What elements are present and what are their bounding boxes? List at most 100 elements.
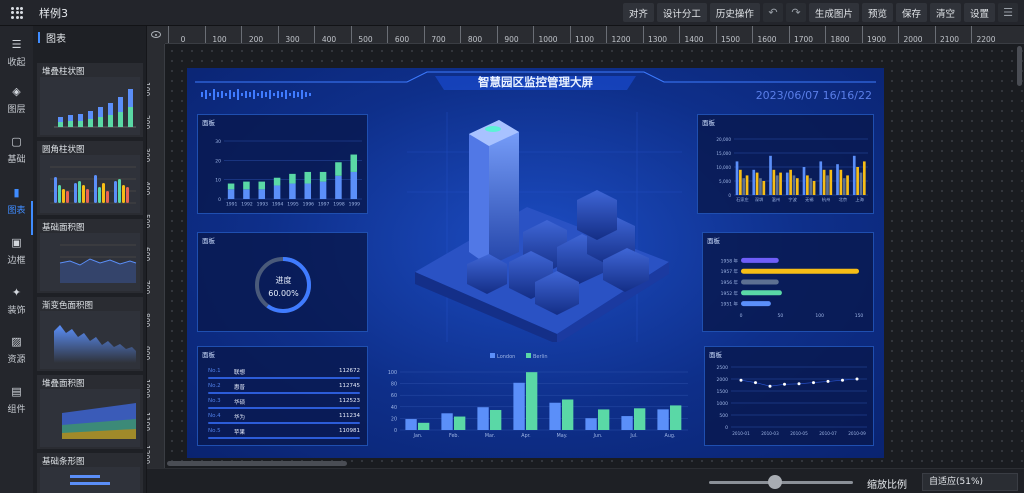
panel-ranking: 面板 No.1 联想 112672 No.2 惠普 112745 No.3 华硕 112523 N… [197,346,368,446]
bar [752,169,756,195]
align-button[interactable]: 对齐 [622,3,654,22]
bar [772,169,776,195]
generate-image-button[interactable]: 生成图片 [808,3,859,22]
zoom-slider-knob[interactable] [768,475,782,489]
card-basic-barh[interactable]: 基础条形图 [37,453,143,493]
x-tick-label: 1998 [333,202,345,208]
nav-layers[interactable]: ◈ 图层 [0,85,33,115]
x-tick-label: 1994 [272,202,284,208]
card-stacked-area[interactable]: 堆叠面积图 [37,375,143,449]
vertical-scrollbar[interactable] [1017,46,1022,86]
horizontal-scrollbar[interactable] [167,461,347,466]
x-tick-label: 2010-09 [848,431,866,436]
nav-collapse[interactable]: ☰ 收起 [0,38,33,68]
x-tick-label: May. [557,433,568,439]
layers-icon: ◈ [12,85,21,98]
bar [454,416,466,430]
y-tick-label: 2500 [717,365,729,371]
canvas-editor[interactable]: 0 100 200 300 400 500 600 700 800 900 1000 1100 1200… [147,26,1024,468]
bar [829,169,833,195]
card-basic-area[interactable]: 基础面积图 [37,219,143,293]
history-button[interactable]: 历史操作 [709,3,760,22]
waveform-decoration [201,89,311,100]
y-tick-label: 1956 年 [721,279,739,286]
progress-ring [255,257,311,313]
undo-icon[interactable]: ↶ [762,3,783,22]
x-tick-label: Mar. [485,433,495,439]
bar [227,189,235,199]
y-tick-label: 0 [394,428,397,434]
ruler-tick [387,26,388,43]
nav-resources[interactable]: ▨ 资源 [0,335,33,365]
x-tick-label: 1997 [318,202,330,208]
data-point [754,381,757,385]
save-button[interactable]: 保存 [895,3,927,22]
card-rounded-bar[interactable]: 圆角柱状图 [37,141,143,215]
ruler-tick-label: 600 [394,35,410,44]
bar [549,402,561,430]
dashboard-screen[interactable]: 智慧园区监控管理大屏 2023/06/07 16/16/22 [187,68,884,458]
y-tick-label: 80 [391,382,397,388]
bar [273,177,281,186]
x-tick-label: 0 [740,313,743,319]
design-division-button[interactable]: 设计分工 [656,3,707,22]
thumb-rounded-bar [40,155,140,213]
rank-bar [208,422,360,424]
ruler-tick [277,26,279,43]
clear-button[interactable]: 清空 [929,3,961,22]
nav-chart[interactable]: ▮ 图表 [0,186,33,216]
bar [243,189,250,199]
x-tick-label: 温州 [772,196,780,203]
ruler-tick [423,26,425,43]
ring-label: 进度 [275,276,292,285]
ruler-tick-label: 700 [147,280,151,295]
bar [826,175,829,195]
london-berlin-bar-chart: 0 20 40 60 80 100 Jan. Feb. Mar. Apr. May. Jun. Jul.… [388,353,688,439]
image-icon: ▨ [11,335,22,348]
rank-value: 111234 [339,413,360,419]
ranking-row: No.5 苹果 110981 [208,427,360,442]
card-gradient-area[interactable]: 渐变色面积图 [37,297,143,371]
card-stacked-bar[interactable]: 堆叠柱状图 [37,63,143,137]
y-tick-label: 1957 年 [721,268,739,275]
ruler-tick-label: 300 [285,35,300,44]
app-title: 样例3 [39,6,68,20]
ruler-tick [168,26,169,43]
bar [735,161,739,195]
bar [795,178,799,195]
screen-title: 智慧园区监控管理大屏 [478,75,593,89]
x-tick-label: Jul. [629,433,637,439]
nav-decoration[interactable]: ✦ 装饰 [0,286,33,316]
header-frame [195,71,876,100]
y-tick-label: 20 [391,416,397,422]
thumb-gradient-area [40,311,140,369]
nav-basic[interactable]: ▢ 基础 [0,135,33,165]
rank-name: 惠普 [234,385,246,391]
x-tick-label: 上海 [855,196,864,203]
ruler-tick-label: 200 [248,35,264,44]
ruler-tick [679,26,680,43]
rank-value: 112523 [339,398,360,404]
y-tick-label: 30 [215,139,221,145]
preview-button[interactable]: 预览 [861,3,893,22]
ruler-top: 0 100 200 300 400 500 600 700 800 900 1000 1100 1200… [165,26,1024,44]
rank-value: 110981 [339,428,360,434]
app-grid-icon[interactable] [11,6,23,19]
x-tick-label: 深圳 [755,196,763,203]
zoom-select[interactable]: 自适应(51%) [922,473,1018,491]
ruler-tick [606,26,607,43]
redo-icon[interactable]: ↷ [785,3,806,22]
ruler-tick-label: 1200 [147,445,151,465]
nav-active-marker [31,201,33,235]
nav-border[interactable]: ▣ 边框 [0,236,33,266]
bar [304,183,312,199]
bar [441,413,453,430]
card-title: 基础条形图 [42,457,85,467]
y-tick-label: 1500 [717,389,729,395]
left-nav: ☰ 收起 ◈ 图层 ▢ 基础 ▮ 图表 ▣ 边框 ✦ 装饰 ▨ 资源 ▤ 组件 [0,26,33,493]
settings-button[interactable]: 设置 [963,3,995,22]
menu-icon[interactable]: ☰ [998,3,1018,22]
eye-icon[interactable] [151,31,161,38]
x-tick-label: 杭州 [822,196,830,203]
nav-components[interactable]: ▤ 组件 [0,385,33,415]
